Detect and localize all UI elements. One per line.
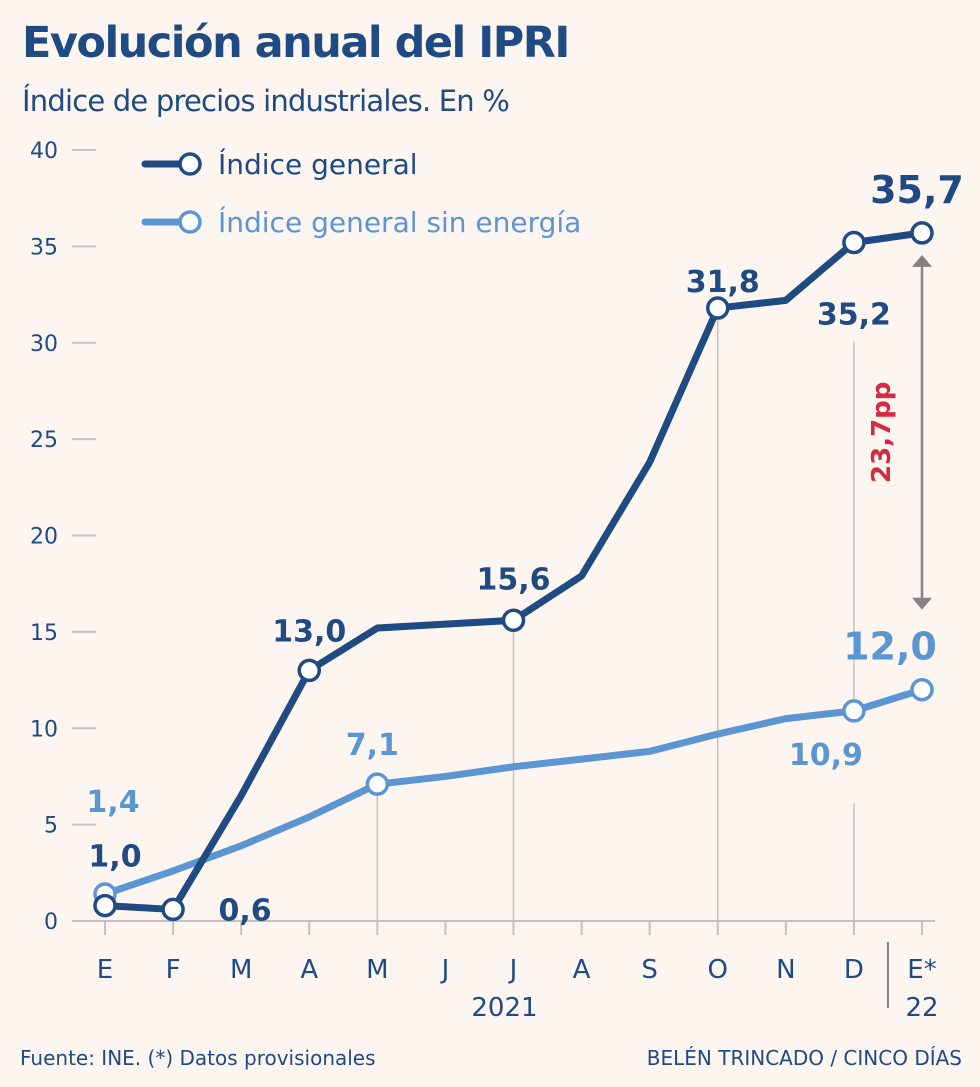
source-note: Fuente: INE. (*) Datos provisionales	[20, 1046, 376, 1070]
x-tick-label: D	[844, 955, 864, 985]
point-marker-general	[842, 230, 866, 255]
data-label-sin-energia-final: 12,0	[843, 625, 937, 669]
point-marker-sin-energia	[365, 772, 390, 796]
point-marker-sin-energia	[910, 677, 934, 702]
y-tick-label: 10	[30, 717, 58, 742]
y-tick-label: 0	[44, 910, 58, 935]
x-tick-label: A	[573, 955, 591, 985]
x-tick-label: J	[440, 955, 450, 985]
point-marker-general	[161, 897, 185, 922]
x-tick-label: F	[166, 955, 181, 985]
data-label-general: 1,0	[88, 840, 141, 875]
data-label-general: 0,6	[219, 893, 272, 928]
x-tick-label: S	[641, 955, 658, 985]
difference-arrow-head-up	[912, 254, 932, 267]
y-tick-label: 30	[30, 332, 58, 357]
x-tick-label: J	[508, 955, 518, 985]
y-tick-label: 20	[30, 525, 58, 550]
x-tick-label: N	[776, 955, 795, 985]
data-label-general: 15,6	[476, 562, 550, 597]
year-label-22: 22	[905, 993, 938, 1023]
x-tick-label: E	[97, 955, 113, 985]
legend-label-general: Índice general	[218, 147, 418, 181]
data-label-sin-energia: 1,4	[86, 785, 139, 820]
data-label-general: 13,0	[272, 614, 346, 649]
y-tick-label: 35	[30, 235, 58, 260]
y-tick-label: 5	[44, 814, 58, 839]
data-label-general: 35,2	[817, 298, 891, 333]
chart-title: Evolución anual del IPRI	[22, 18, 570, 68]
y-tick-label: 25	[30, 428, 58, 453]
difference-arrow-head-down	[912, 597, 932, 610]
x-tick-label: M	[230, 955, 252, 985]
legend-label-sin-energia: Índice general sin energía	[218, 205, 581, 239]
x-tick-label: M	[366, 955, 388, 985]
year-label-2021: 2021	[471, 993, 537, 1023]
point-marker-general	[297, 658, 321, 683]
point-marker-general	[706, 296, 730, 320]
data-label-sin-energia: 10,9	[789, 738, 863, 773]
chart-subtitle: Índice de precios industriales. En %	[22, 84, 510, 118]
point-marker-sin-energia	[842, 699, 866, 723]
x-tick-label: E*	[907, 955, 936, 985]
data-label-sin-energia: 7,1	[346, 728, 399, 763]
credit-note: BELÉN TRINCADO / CINCO DÍAS	[646, 1046, 962, 1070]
x-tick-label: A	[300, 955, 318, 985]
data-label-general-final: 35,7	[870, 168, 964, 212]
legend-marker-sin-energia	[178, 210, 202, 234]
series-line-sin-energia	[101, 686, 926, 898]
data-label-general: 31,8	[686, 265, 760, 300]
x-tick-label: O	[708, 955, 728, 985]
point-marker-general	[501, 608, 526, 633]
y-tick-label: 40	[30, 139, 58, 164]
point-marker-general	[93, 893, 117, 918]
legend-marker-general	[178, 152, 202, 176]
point-marker-general	[910, 221, 934, 245]
difference-annotation-label: 23,7pp	[867, 382, 897, 483]
y-tick-label: 15	[30, 621, 58, 646]
